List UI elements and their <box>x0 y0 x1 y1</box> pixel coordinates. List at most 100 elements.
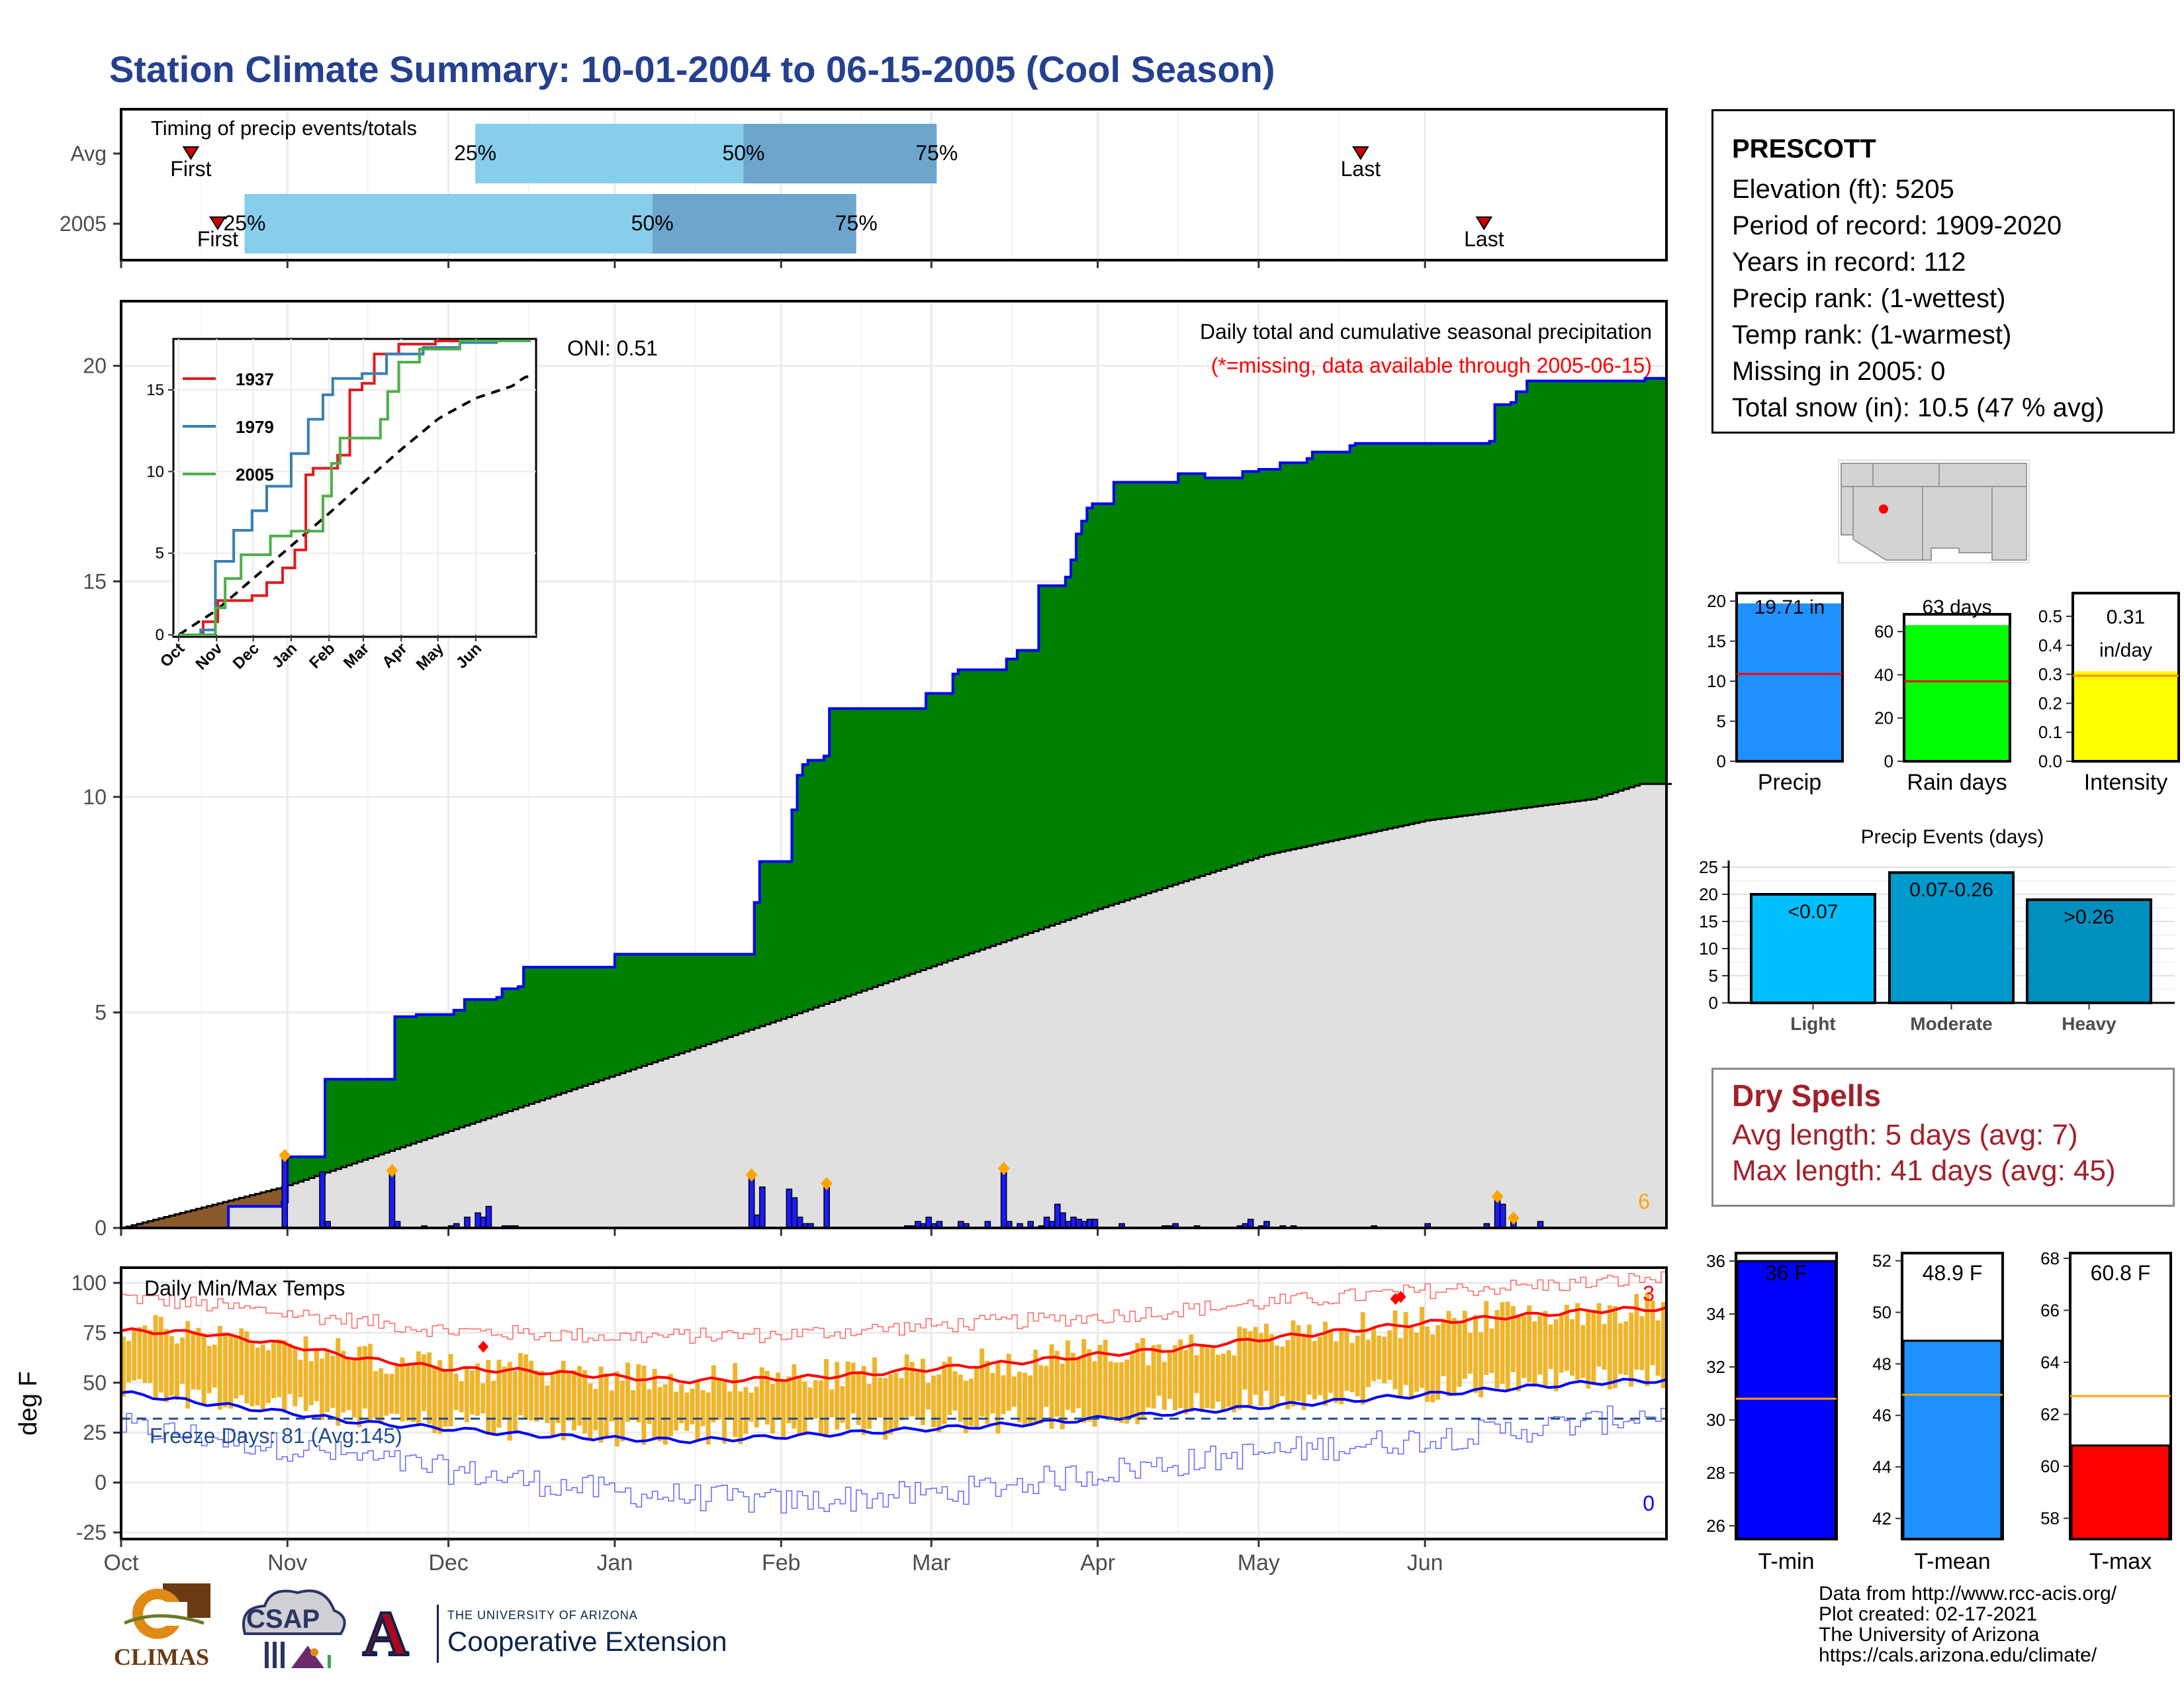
daily-temp-bar <box>244 1331 250 1404</box>
daily-temp-bar <box>325 1350 330 1413</box>
daily-temp-bar <box>1280 1346 1285 1397</box>
daily-precip-bar <box>753 1214 760 1229</box>
temp-summary-ytick-label: 36 <box>1706 1251 1725 1271</box>
daily-temp-bar <box>298 1360 303 1397</box>
precip-ytick-label: 5 <box>95 1000 107 1024</box>
timing-pct-50: 50% <box>631 211 674 235</box>
avg-min-line <box>120 1378 1667 1444</box>
daily-temp-bar <box>437 1360 443 1434</box>
daily-precip-marker <box>386 1164 398 1178</box>
daily-temp-bar <box>1645 1293 1650 1386</box>
daily-temp-bar <box>126 1340 131 1383</box>
daily-temp-bar <box>1580 1325 1586 1378</box>
temp-ytick-label: 50 <box>83 1371 107 1395</box>
daily-temp-bar <box>496 1360 502 1428</box>
daily-temp-bar <box>1392 1310 1398 1389</box>
daily-temp-bar <box>1119 1362 1124 1423</box>
temp-summary-value: 60.8 F <box>2091 1261 2151 1285</box>
daily-temp-bar <box>1435 1325 1441 1400</box>
daily-temp-bar <box>228 1335 234 1409</box>
daily-temp-bar <box>1548 1324 1553 1370</box>
daily-temp-bar <box>1349 1342 1355 1393</box>
month-label: Dec <box>428 1550 468 1575</box>
daily-precip-bar <box>475 1212 481 1229</box>
daily-temp-bar <box>308 1361 314 1405</box>
total-bar-ytick-label: 15 <box>1707 632 1726 651</box>
daily-temp-bar <box>625 1362 631 1422</box>
timing-bar-50-75 <box>743 124 937 183</box>
month-label: Apr <box>1080 1550 1115 1575</box>
temp-summary-ytick-label: 48 <box>1872 1354 1891 1374</box>
temp-ytick-label: 100 <box>71 1271 107 1295</box>
daily-temp-bar <box>1226 1350 1232 1407</box>
credit-university: The University of Arizona <box>1819 1624 2040 1646</box>
total-bar-border <box>1903 613 2011 763</box>
daily-temp-bar <box>609 1390 614 1422</box>
daily-temp-bar <box>598 1366 604 1443</box>
precip-panel-border <box>120 300 1668 1229</box>
daily-temp-bar <box>1097 1344 1103 1419</box>
daily-temp-bar <box>1210 1345 1215 1409</box>
temp-summary-t-max: 58 60 62 64 66 68 60.8 F T-max <box>2040 1248 2172 1574</box>
daily-temp-bar <box>330 1355 336 1408</box>
daily-temp-bar <box>727 1391 733 1421</box>
daily-temp-bar <box>1446 1311 1451 1397</box>
daily-temp-bar <box>185 1321 191 1409</box>
daily-temp-bar <box>443 1370 448 1427</box>
locator-map <box>1838 459 2030 563</box>
daily-temp-bar <box>872 1357 877 1421</box>
dry-spells-box: Dry Spells Avg length: 5 days (avg: 7) M… <box>1711 1068 2175 1207</box>
daily-precip-bar <box>748 1176 755 1229</box>
daily-temp-bar <box>255 1347 260 1406</box>
daily-temp-bar <box>716 1378 721 1421</box>
daily-temp-bar <box>926 1383 931 1410</box>
credit-url: https://cals.arizona.edu/climate/ <box>1819 1644 2097 1666</box>
temp-summary-fill <box>1736 1260 1837 1540</box>
inset-ytick-label: 5 <box>156 545 164 563</box>
daily-temp-bar <box>952 1371 958 1411</box>
daily-temp-bar <box>770 1383 775 1434</box>
daily-temp-bar <box>1135 1342 1140 1425</box>
month-label: Oct <box>104 1550 139 1575</box>
total-bar-value: 63 days <box>1922 596 1991 618</box>
events-ytick-label: 20 <box>1699 884 1718 904</box>
events-bar <box>2026 898 2152 1004</box>
timing-pct-25: 25% <box>223 211 265 235</box>
events-title: Precip Events (days) <box>1861 826 2044 848</box>
daily-temp-bar <box>1537 1315 1543 1375</box>
ua-divider <box>437 1605 439 1663</box>
month-label: Jun <box>1407 1550 1443 1575</box>
station-missing: Missing in 2005: 0 <box>1732 357 1946 386</box>
events-category-label: Light <box>1790 1013 1835 1034</box>
credits: Data from http://www.rcc-acis.org/ Plot … <box>1819 1583 2116 1665</box>
daily-temp-bar <box>1462 1311 1467 1379</box>
daily-temp-bar <box>888 1374 893 1434</box>
daily-precip-marker <box>745 1168 758 1182</box>
daily-temp-bar <box>1334 1341 1339 1403</box>
temp-summary-ytick-label: 52 <box>1872 1251 1891 1271</box>
daily-temp-bar <box>915 1370 920 1418</box>
daily-temp-bar <box>1060 1363 1065 1430</box>
total-bar-ytick-label: 40 <box>1874 665 1893 684</box>
daily-temp-bar <box>507 1362 512 1441</box>
daily-temp-bar <box>539 1370 545 1420</box>
daily-temp-bar <box>1441 1319 1446 1376</box>
daily-precip-marker <box>279 1149 291 1162</box>
daily-precip-bar <box>388 1171 396 1229</box>
daily-temp-bar <box>1403 1312 1408 1385</box>
normal-cumulative-area <box>121 784 1666 1228</box>
daily-temp-bar <box>1033 1350 1038 1424</box>
daily-precip-bar <box>1000 1169 1007 1229</box>
map-state-nw <box>1841 463 1874 487</box>
timing-row-label: Avg <box>70 142 107 165</box>
map-state-ne <box>1938 463 2027 487</box>
daily-precip-bar <box>1054 1203 1061 1229</box>
daily-temp-bar <box>502 1366 507 1420</box>
daily-temp-bar <box>346 1358 351 1411</box>
daily-temp-bar <box>856 1373 861 1425</box>
daily-precip-bar <box>1043 1216 1050 1229</box>
events-bar <box>1888 871 2015 1004</box>
inset-legend-label: 1979 <box>236 417 274 437</box>
daily-temp-bar <box>1500 1302 1505 1384</box>
climas-logo: CLIMAS <box>111 1582 217 1675</box>
